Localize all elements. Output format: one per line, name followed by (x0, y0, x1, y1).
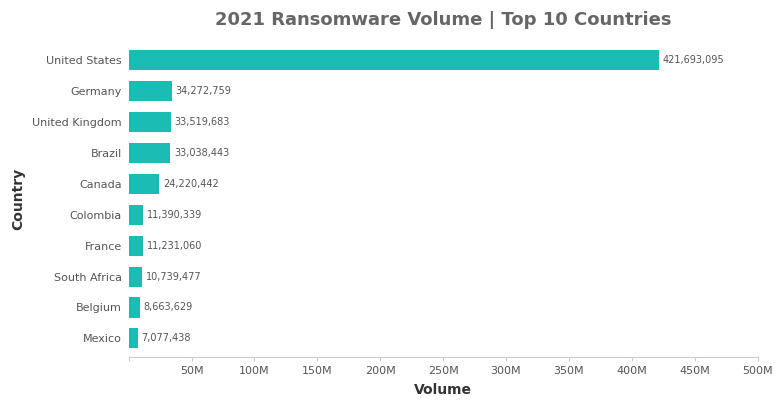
Text: 7,077,438: 7,077,438 (141, 333, 191, 344)
Text: 33,038,443: 33,038,443 (174, 148, 229, 158)
Title: 2021 Ransomware Volume | Top 10 Countries: 2021 Ransomware Volume | Top 10 Countrie… (215, 11, 671, 29)
Bar (129, 112, 171, 132)
Text: 11,231,060: 11,231,060 (147, 241, 202, 251)
Y-axis label: Country: Country (11, 168, 25, 231)
Text: 11,390,339: 11,390,339 (147, 210, 202, 220)
Bar (129, 174, 159, 194)
X-axis label: Volume: Volume (414, 383, 472, 397)
Text: 34,272,759: 34,272,759 (176, 86, 231, 96)
Text: 8,663,629: 8,663,629 (143, 302, 193, 313)
Bar (129, 81, 172, 101)
Bar (129, 236, 143, 256)
Bar (129, 297, 140, 317)
Bar (129, 328, 137, 348)
Bar (129, 266, 142, 287)
Text: 33,519,683: 33,519,683 (175, 117, 230, 127)
Bar (129, 205, 143, 225)
Bar (129, 50, 659, 70)
Text: 421,693,095: 421,693,095 (662, 55, 724, 65)
Bar (129, 143, 170, 163)
Text: 10,739,477: 10,739,477 (146, 272, 201, 282)
Text: 24,220,442: 24,220,442 (163, 179, 219, 189)
